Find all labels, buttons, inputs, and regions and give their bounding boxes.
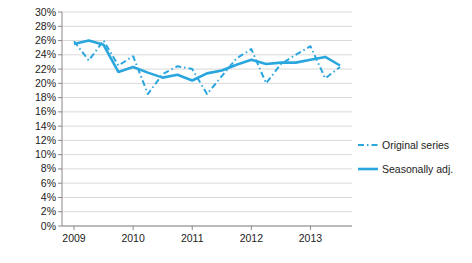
y-tick	[58, 83, 62, 84]
grid-line	[62, 12, 352, 13]
grid-line	[62, 54, 352, 55]
grid-line	[62, 126, 352, 127]
grid-line	[62, 69, 352, 70]
y-tick	[58, 126, 62, 127]
y-tick-label: 12%	[35, 134, 56, 146]
y-tick-label: 16%	[35, 105, 56, 117]
y-tick	[58, 154, 62, 155]
grid-line	[62, 140, 352, 141]
x-tick	[133, 226, 134, 230]
legend-swatch	[358, 144, 378, 146]
y-tick	[58, 26, 62, 27]
y-tick-label: 20%	[35, 77, 56, 89]
y-tick-label: 30%	[35, 6, 56, 18]
chart: 0% 2% 4% 6% 8% 10% 12% 14% 16% 18% 20% 22% 24% 26% 28%…	[0, 0, 472, 263]
grid-line	[62, 97, 352, 98]
grid-line	[62, 40, 352, 41]
grid-line	[62, 154, 352, 155]
grid-line	[62, 26, 352, 27]
y-tick-label: 14%	[35, 120, 56, 132]
x-tick	[192, 226, 193, 230]
y-tick	[58, 211, 62, 212]
y-tick-label: 18%	[35, 91, 56, 103]
series-line	[74, 41, 340, 81]
legend-label: Original series	[382, 139, 449, 151]
grid	[62, 12, 352, 226]
series-line	[74, 41, 340, 95]
y-tick-label: 6%	[41, 177, 56, 189]
y-tick	[58, 111, 62, 112]
x-tick-label: 2011	[181, 232, 204, 244]
grid-line	[62, 83, 352, 84]
y-tick-label: 2%	[41, 205, 56, 217]
x-tick	[251, 226, 252, 230]
y-tick	[58, 12, 62, 13]
y-tick-label: 8%	[41, 162, 56, 174]
grid-line	[62, 211, 352, 212]
grid-line	[62, 111, 352, 112]
y-tick	[58, 183, 62, 184]
x-tick-label: 2010	[121, 232, 145, 244]
y-tick	[58, 168, 62, 169]
legend: Original series Seasonally adj.	[358, 139, 453, 175]
y-tick	[58, 226, 62, 227]
y-axis	[62, 12, 63, 226]
y-tick	[58, 197, 62, 198]
x-tick-label: 2013	[299, 232, 323, 244]
y-tick	[58, 54, 62, 55]
y-tick-label: 0%	[41, 220, 56, 232]
y-tick-label: 4%	[41, 191, 56, 203]
grid-line	[62, 197, 352, 198]
x-axis	[62, 226, 352, 227]
y-tick-label: 10%	[35, 148, 56, 160]
y-tick	[58, 40, 62, 41]
y-tick-label: 22%	[35, 63, 56, 75]
x-tick	[310, 226, 311, 230]
x-tick	[74, 226, 75, 230]
x-tick-label: 2009	[62, 232, 86, 244]
y-tick	[58, 140, 62, 141]
y-tick-label: 28%	[35, 20, 56, 32]
grid-line	[62, 168, 352, 169]
y-tick-label: 26%	[35, 34, 56, 46]
y-tick	[58, 69, 62, 70]
x-tick-label: 2012	[240, 232, 264, 244]
y-tick-label: 24%	[35, 48, 56, 60]
y-tick	[58, 97, 62, 98]
plot-area	[74, 41, 340, 95]
grid-line	[62, 226, 352, 227]
legend-label: Seasonally adj.	[382, 163, 453, 175]
legend-swatch	[358, 168, 378, 171]
grid-line	[62, 183, 352, 184]
